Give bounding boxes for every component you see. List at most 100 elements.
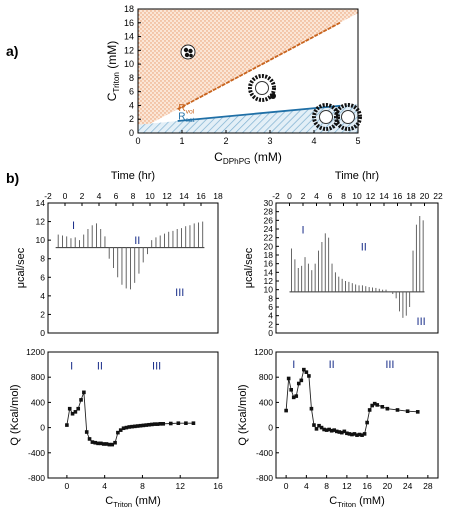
top-tick-label: 8 [341, 191, 346, 201]
right-thermogram-chart: Time (hr)-2 0 2 4 6 8 10 12 14 16 18 20 220246810121… [243, 170, 443, 338]
data-point [73, 410, 78, 414]
y-tick-label: 6 [268, 302, 273, 312]
data-point [375, 403, 380, 407]
data-point [329, 428, 334, 433]
data-point [342, 429, 347, 434]
y-tick-label: 6 [129, 87, 134, 97]
data-point [347, 432, 352, 436]
data-point [82, 390, 86, 395]
data-point [294, 394, 299, 398]
y-tick-label: 2 [40, 309, 45, 319]
data-point [130, 424, 134, 429]
data-point [360, 433, 364, 437]
data-point [304, 370, 309, 374]
top-tick-label: 14 [179, 191, 189, 201]
data-point [138, 423, 143, 428]
x-axis-title: CDPhPG (mM) [214, 150, 282, 166]
y-axis-title-sub: Triton [112, 72, 121, 93]
y-tick-label: 0 [40, 423, 45, 433]
x-axis-title-unit: (mM) [132, 495, 161, 507]
r-sat-label-sub: sat [185, 117, 194, 124]
y-tick-label: 14 [36, 198, 46, 208]
micelle-icon-small [180, 44, 196, 60]
x-tick-label: 5 [355, 136, 360, 146]
data-point [309, 406, 314, 411]
region-label: III [417, 316, 426, 328]
data-point [87, 437, 92, 441]
data-point [127, 425, 132, 429]
r-sol-label: Rvol [178, 103, 194, 116]
data-point [110, 442, 115, 447]
data-point [327, 427, 331, 432]
x-tick-label: 2 [223, 136, 228, 146]
y-tick-label: 12 [36, 217, 46, 227]
y-tick-label: 20 [264, 241, 274, 251]
y-axis-title: μcal/sec [15, 247, 27, 288]
region-label: II [361, 242, 367, 254]
plot-frame [47, 351, 219, 479]
top-tick-label: 2 [301, 191, 306, 201]
data-point [284, 408, 288, 413]
top-tick-label: 4 [97, 191, 102, 201]
data-point [352, 432, 357, 436]
panel-label-a: a) [6, 43, 18, 59]
y-tick-label: -400 [28, 448, 45, 458]
data-point [191, 421, 196, 425]
y-tick-label: 26 [264, 215, 274, 225]
x-tick-label: 0 [65, 481, 70, 491]
y-tick-label: 12 [264, 276, 274, 286]
data-point [372, 401, 377, 406]
y-tick-label: 0 [268, 423, 273, 433]
left-isotherm-chart: 0 4 8 12 16 -800 -400 0 400 800 1200 CTriton (mM) Q … [9, 347, 223, 509]
y-axis-title-main: C [105, 92, 119, 101]
data-point [385, 406, 390, 411]
y-axis-title: μcal/sec [243, 247, 255, 288]
y-tick-label: 28 [264, 207, 274, 217]
x-tick-label: 16 [362, 481, 372, 491]
data-point [135, 424, 140, 428]
data-point [113, 440, 117, 445]
data-point [362, 432, 367, 436]
r-sat-line [177, 104, 341, 122]
region-label: III [175, 287, 184, 299]
y-tick-label: 1200 [254, 347, 273, 357]
y-tick-label: 8 [129, 73, 134, 83]
y-tick-label: 12 [124, 45, 134, 55]
data-point [118, 428, 123, 432]
data-point [289, 388, 293, 392]
time-axis-title: Time (hr) [335, 170, 379, 182]
data-point [101, 442, 106, 446]
r-sat-label-main: R [178, 112, 185, 123]
data-point [312, 423, 316, 427]
region-label: I [70, 361, 73, 373]
data-point [168, 421, 173, 426]
x-axis-title-sub: DPhPG [223, 157, 251, 166]
vesicle-icon-large-1 [312, 103, 340, 131]
r-sol-label-sub: vol [186, 108, 195, 115]
x-tick-label: 4 [304, 481, 309, 491]
y-axis-title-unit: (mM) [105, 41, 119, 72]
data-point [317, 423, 321, 428]
right-isotherm-chart: 0 4 8 12 16 20 24 28 -800 -400 0 400 800 1200 CTriton … [237, 347, 439, 509]
data-point [121, 426, 126, 431]
data-point [350, 432, 354, 437]
y-tick-label: 14 [264, 267, 274, 277]
data-point [84, 430, 89, 434]
data-point [405, 409, 410, 414]
region-label: I [72, 220, 75, 232]
y-tick-label: 400 [259, 397, 273, 407]
y-tick-label: 14 [124, 32, 134, 42]
y-tick-label: 10 [264, 285, 274, 295]
x-axis-title: CTriton (mM) [105, 495, 161, 509]
r-sol-line [177, 21, 341, 110]
data-point [67, 406, 72, 411]
data-point [155, 422, 160, 426]
y-tick-label: 800 [259, 372, 273, 382]
data-point [116, 430, 120, 435]
x-tick-label: 12 [175, 481, 185, 491]
data-point [76, 406, 81, 411]
top-tick-label: 4 [314, 191, 319, 201]
top-tick-label: 6 [114, 191, 119, 201]
top-tick-label: 22 [433, 191, 443, 201]
data-point [144, 423, 149, 427]
